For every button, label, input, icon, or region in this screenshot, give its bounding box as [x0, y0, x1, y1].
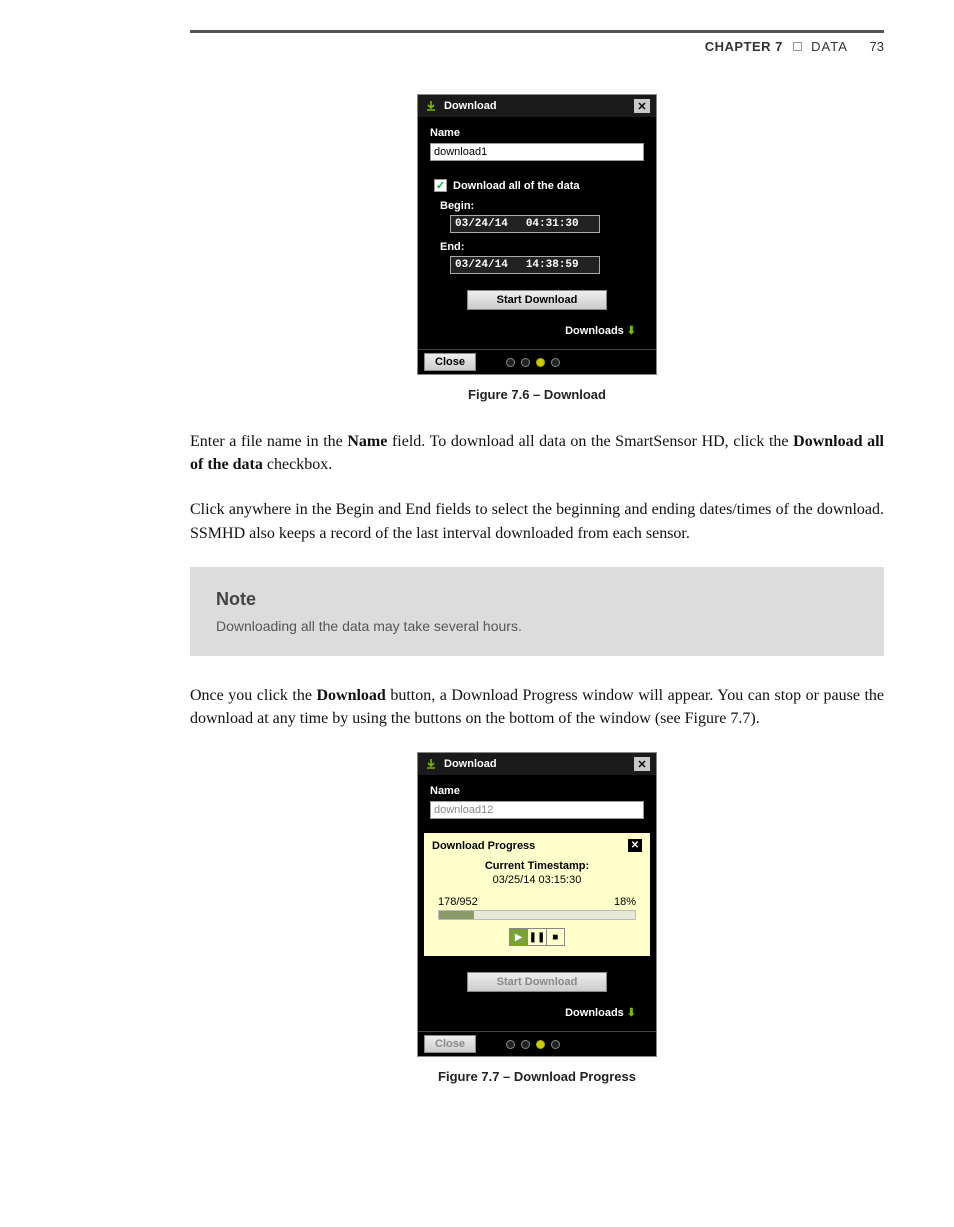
- paragraph-3: Once you click the Download button, a Do…: [190, 684, 884, 730]
- name-label: Name: [430, 785, 644, 797]
- status-dot: [551, 358, 560, 367]
- chapter-label: CHAPTER 7: [705, 39, 783, 54]
- timestamp-value: 03/25/14 03:15:30: [432, 874, 642, 886]
- header-box-icon: [793, 42, 802, 51]
- begin-label: Begin:: [440, 200, 644, 212]
- header-rule: [190, 30, 884, 33]
- dialog-title: Download: [444, 100, 497, 112]
- stop-button[interactable]: ■: [547, 929, 564, 945]
- paragraph-1: Enter a file name in the Name field. To …: [190, 430, 884, 476]
- text: checkbox.: [263, 456, 332, 473]
- dialog-body: Name Download Progress ✕ Current Timesta…: [418, 775, 656, 1031]
- download-progress-panel: Download Progress ✕ Current Timestamp: 0…: [424, 833, 650, 956]
- end-datetime-field[interactable]: 03/24/14 14:38:59: [450, 256, 600, 274]
- checkbox-icon[interactable]: ✓: [434, 179, 447, 192]
- text: field. To download all data on the Smart…: [387, 433, 793, 450]
- download-icon: [424, 757, 438, 771]
- page-header: CHAPTER 7 DATA 73: [190, 39, 884, 54]
- note-box: Note Downloading all the data may take s…: [190, 567, 884, 656]
- name-input[interactable]: [430, 143, 644, 161]
- progress-bar-fill: [439, 911, 474, 919]
- dialog-titlebar[interactable]: Download ✕: [418, 95, 656, 117]
- figure-caption-1: Figure 7.6 – Download: [190, 387, 884, 402]
- start-download-button[interactable]: Start Download: [467, 290, 607, 310]
- progress-controls: ▶ ❚❚ ■: [509, 928, 565, 946]
- close-button[interactable]: Close: [424, 353, 476, 371]
- end-label: End:: [440, 241, 644, 253]
- downloads-link[interactable]: Downloads⬇: [430, 320, 644, 343]
- name-label: Name: [430, 127, 644, 139]
- download-dialog-1: Download ✕ Name ✓ Download all of the da…: [417, 94, 657, 375]
- download-icon: [424, 99, 438, 113]
- text-bold: Download: [316, 687, 385, 704]
- progress-percent: 18%: [614, 896, 636, 908]
- status-dot: [521, 1040, 530, 1049]
- close-button[interactable]: Close: [424, 1035, 476, 1053]
- note-title: Note: [216, 589, 858, 610]
- end-time: 14:38:59: [526, 259, 579, 271]
- figure-caption-2: Figure 7.7 – Download Progress: [190, 1069, 884, 1084]
- close-icon[interactable]: ✕: [628, 839, 642, 852]
- dialog-bottombar: Close: [418, 349, 656, 374]
- text: Enter a file name in the: [190, 433, 347, 450]
- dialog-title: Download: [444, 758, 497, 770]
- begin-date: 03/24/14: [455, 218, 508, 230]
- download-dialog-2: Download ✕ Name Download Progress ✕ Curr…: [417, 752, 657, 1057]
- section-label: DATA: [811, 39, 848, 54]
- download-arrow-icon: ⬇: [627, 325, 636, 337]
- progress-numbers: 178/952 18%: [438, 896, 636, 908]
- downloads-link[interactable]: Downloads⬇: [430, 1002, 644, 1025]
- checkbox-label: Download all of the data: [453, 180, 580, 192]
- progress-title-row: Download Progress ✕: [432, 839, 642, 852]
- begin-datetime-field[interactable]: 03/24/14 04:31:30: [450, 215, 600, 233]
- downloads-label: Downloads: [565, 1007, 624, 1019]
- close-icon[interactable]: ✕: [634, 99, 650, 113]
- pause-button[interactable]: ❚❚: [528, 929, 546, 945]
- progress-title: Download Progress: [432, 840, 535, 852]
- paragraph-2: Click anywhere in the Begin and End fiel…: [190, 498, 884, 544]
- page-number: 73: [870, 39, 884, 54]
- status-dots: [506, 358, 560, 367]
- download-arrow-icon: ⬇: [627, 1007, 636, 1019]
- status-dot: [551, 1040, 560, 1049]
- progress-count: 178/952: [438, 896, 478, 908]
- download-all-checkbox-row[interactable]: ✓ Download all of the data: [434, 179, 644, 192]
- status-dot-active: [536, 358, 545, 367]
- status-dot: [506, 358, 515, 367]
- dialog-body: Name ✓ Download all of the data Begin: 0…: [418, 117, 656, 349]
- text-bold: Name: [347, 433, 387, 450]
- progress-bar: [438, 910, 636, 920]
- status-dot: [521, 358, 530, 367]
- note-body: Downloading all the data may take severa…: [216, 618, 858, 634]
- start-download-button: Start Download: [467, 972, 607, 992]
- name-input: [430, 801, 644, 819]
- begin-time: 04:31:30: [526, 218, 579, 230]
- downloads-label: Downloads: [565, 325, 624, 337]
- dialog-titlebar[interactable]: Download ✕: [418, 753, 656, 775]
- timestamp-label: Current Timestamp:: [432, 860, 642, 872]
- status-dot-active: [536, 1040, 545, 1049]
- close-icon[interactable]: ✕: [634, 757, 650, 771]
- play-button[interactable]: ▶: [510, 929, 528, 945]
- text: Once you click the: [190, 687, 316, 704]
- end-date: 03/24/14: [455, 259, 508, 271]
- status-dots: [506, 1040, 560, 1049]
- status-dot: [506, 1040, 515, 1049]
- dialog-bottombar: Close: [418, 1031, 656, 1056]
